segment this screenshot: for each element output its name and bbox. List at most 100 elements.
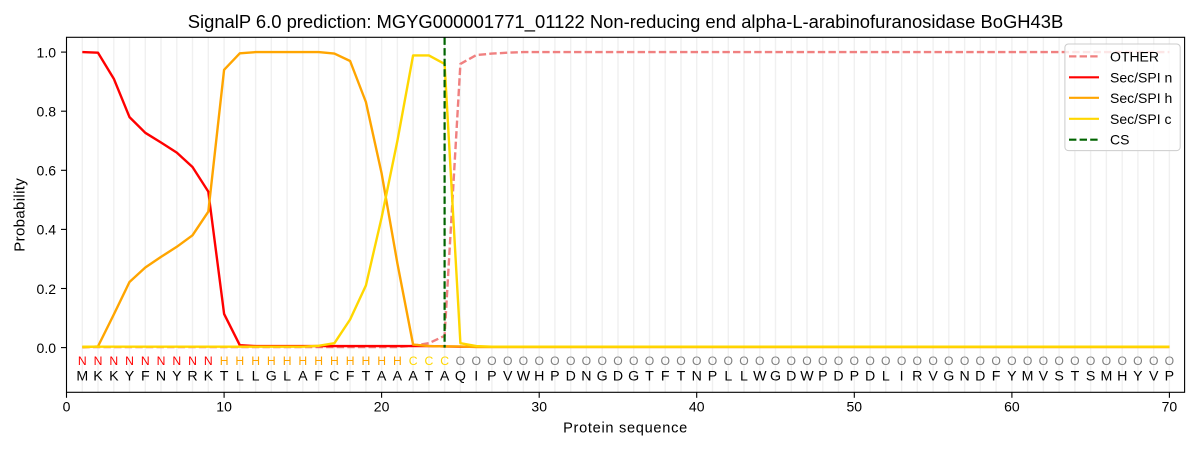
svg-text:O: O xyxy=(850,354,859,368)
svg-text:Protein sequence: Protein sequence xyxy=(563,421,688,437)
svg-text:N: N xyxy=(156,369,166,385)
svg-text:T: T xyxy=(425,369,434,385)
svg-text:M: M xyxy=(1022,369,1034,385)
svg-text:L: L xyxy=(236,369,244,385)
svg-text:O: O xyxy=(1133,354,1142,368)
svg-text:P: P xyxy=(818,369,827,385)
svg-text:N: N xyxy=(109,354,118,368)
svg-text:V: V xyxy=(928,369,938,385)
svg-text:H: H xyxy=(346,354,355,368)
svg-text:C: C xyxy=(424,354,433,368)
svg-text:A: A xyxy=(377,369,387,385)
svg-text:H: H xyxy=(1117,369,1127,385)
svg-text:O: O xyxy=(991,354,1000,368)
svg-text:G: G xyxy=(628,369,639,385)
svg-text:L: L xyxy=(724,369,732,385)
svg-text:Y: Y xyxy=(172,369,182,385)
svg-text:0.4: 0.4 xyxy=(37,222,57,238)
svg-text:R: R xyxy=(912,369,922,385)
svg-text:P: P xyxy=(850,369,859,385)
svg-text:O: O xyxy=(692,354,701,368)
svg-text:H: H xyxy=(298,354,307,368)
svg-text:O: O xyxy=(597,354,606,368)
svg-text:30: 30 xyxy=(531,399,547,415)
svg-text:P: P xyxy=(1165,369,1174,385)
svg-text:H: H xyxy=(235,354,244,368)
svg-text:O: O xyxy=(566,354,575,368)
svg-text:F: F xyxy=(314,369,323,385)
svg-text:D: D xyxy=(865,369,875,385)
svg-text:F: F xyxy=(992,369,1001,385)
svg-text:O: O xyxy=(613,354,622,368)
svg-text:C: C xyxy=(440,354,449,368)
svg-text:O: O xyxy=(928,354,937,368)
svg-text:M: M xyxy=(1100,369,1112,385)
svg-text:O: O xyxy=(471,354,480,368)
svg-text:Sec/SPI c: Sec/SPI c xyxy=(1110,111,1171,127)
svg-text:N: N xyxy=(204,354,213,368)
svg-text:K: K xyxy=(109,369,119,385)
svg-text:N: N xyxy=(141,354,150,368)
svg-text:0.6: 0.6 xyxy=(37,163,57,179)
svg-text:H: H xyxy=(283,354,292,368)
svg-text:N: N xyxy=(94,354,103,368)
svg-text:F: F xyxy=(141,369,150,385)
svg-text:Y: Y xyxy=(1133,369,1143,385)
svg-text:70: 70 xyxy=(1162,399,1178,415)
svg-text:S: S xyxy=(1086,369,1095,385)
svg-text:K: K xyxy=(204,369,214,385)
svg-text:N: N xyxy=(188,354,197,368)
svg-text:O: O xyxy=(660,354,669,368)
svg-text:Q: Q xyxy=(455,369,466,385)
svg-text:A: A xyxy=(298,369,308,385)
svg-text:C: C xyxy=(409,354,418,368)
svg-text:D: D xyxy=(786,369,796,385)
svg-text:O: O xyxy=(755,354,764,368)
svg-text:N: N xyxy=(581,369,591,385)
svg-text:O: O xyxy=(534,354,543,368)
svg-text:D: D xyxy=(566,369,576,385)
svg-text:P: P xyxy=(487,369,496,385)
svg-text:O: O xyxy=(771,354,780,368)
svg-text:W: W xyxy=(517,369,531,385)
svg-text:O: O xyxy=(1117,354,1126,368)
svg-text:G: G xyxy=(597,369,608,385)
svg-text:O: O xyxy=(1102,354,1111,368)
svg-text:Sec/SPI h: Sec/SPI h xyxy=(1110,90,1172,106)
svg-text:O: O xyxy=(913,354,922,368)
svg-text:F: F xyxy=(346,369,355,385)
svg-text:N: N xyxy=(692,369,702,385)
svg-text:0.0: 0.0 xyxy=(37,340,57,356)
svg-text:N: N xyxy=(125,354,134,368)
svg-text:O: O xyxy=(1023,354,1032,368)
svg-text:O: O xyxy=(976,354,985,368)
svg-text:O: O xyxy=(865,354,874,368)
svg-text:O: O xyxy=(1007,354,1016,368)
svg-text:CS: CS xyxy=(1110,132,1129,148)
svg-text:T: T xyxy=(677,369,686,385)
svg-text:S: S xyxy=(1054,369,1063,385)
svg-text:60: 60 xyxy=(1004,399,1020,415)
svg-text:O: O xyxy=(1086,354,1095,368)
svg-text:A: A xyxy=(440,369,450,385)
svg-text:T: T xyxy=(1071,369,1080,385)
svg-text:O: O xyxy=(1039,354,1048,368)
svg-text:0.8: 0.8 xyxy=(37,104,57,120)
svg-text:O: O xyxy=(881,354,890,368)
svg-text:V: V xyxy=(1149,369,1159,385)
svg-text:O: O xyxy=(550,354,559,368)
svg-text:I: I xyxy=(474,369,478,385)
svg-text:T: T xyxy=(220,369,229,385)
svg-text:A: A xyxy=(408,369,418,385)
svg-text:F: F xyxy=(661,369,670,385)
svg-text:L: L xyxy=(252,369,260,385)
svg-text:O: O xyxy=(1149,354,1158,368)
svg-text:Y: Y xyxy=(125,369,135,385)
svg-text:O: O xyxy=(787,354,796,368)
svg-text:SignalP 6.0 prediction: MGYG00: SignalP 6.0 prediction: MGYG000001771_01… xyxy=(188,11,1064,33)
svg-text:G: G xyxy=(943,369,954,385)
svg-text:K: K xyxy=(93,369,103,385)
svg-text:I: I xyxy=(900,369,904,385)
svg-text:R: R xyxy=(187,369,197,385)
svg-text:Probability: Probability xyxy=(12,178,29,252)
